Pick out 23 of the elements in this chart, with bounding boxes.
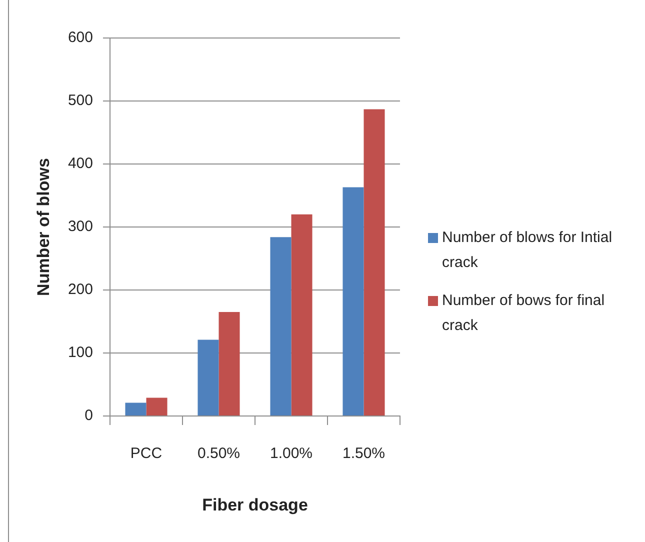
x-tick-label: PCC [130,445,162,462]
y-tick-label: 200 [68,281,93,298]
y-tick-label: 100 [68,344,93,362]
legend-label: Number of blows for Intial crack [442,228,614,273]
bar [125,402,146,416]
bar [364,109,385,416]
y-tick-label: 0 [84,407,93,424]
x-tick-label: 1.50% [342,445,386,462]
y-tick-label: 400 [68,155,93,172]
x-tick-label: 0.50% [197,445,240,462]
y-axis-title: Number of blows [34,158,53,296]
y-tick-label: 600 [68,29,93,46]
bar [270,237,292,416]
y-tick-label: 500 [68,92,93,110]
bar [146,398,168,416]
bar [218,312,240,416]
bar [291,214,312,416]
legend-label: Number of bows for final crack [442,291,606,336]
bar [198,340,219,416]
x-axis-title: Fiber dosage [202,495,308,514]
x-tick-label: 1.00% [270,445,313,462]
y-tick-label: 300 [68,218,93,236]
bar [342,187,364,416]
